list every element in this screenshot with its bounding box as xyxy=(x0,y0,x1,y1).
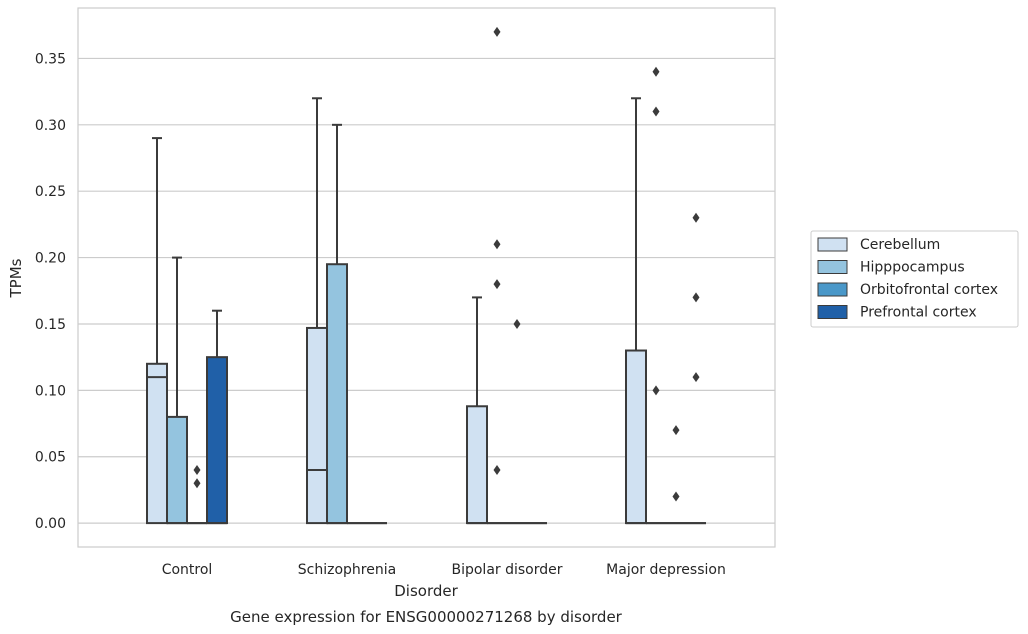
outlier-point xyxy=(672,425,680,436)
outlier-point xyxy=(692,212,700,223)
box-cerebellum xyxy=(306,97,328,525)
legend-swatch xyxy=(817,260,848,274)
y-axis-ticks: 0.00 0.05 0.10 0.15 0.20 0.25 0.30 0.35 xyxy=(35,51,66,532)
y-tick-label: 0.05 xyxy=(35,450,66,466)
box-body xyxy=(326,263,348,525)
gridlines xyxy=(78,57,775,524)
box-body xyxy=(306,326,328,525)
x-tick-label: Major depression xyxy=(606,562,726,578)
box-body xyxy=(146,362,168,525)
legend-label: Orbitofrontal cortex xyxy=(860,282,998,298)
plot-area-frame xyxy=(77,7,776,548)
box-cerebellum xyxy=(625,97,647,525)
outlier-point xyxy=(493,239,501,250)
y-tick-label: 0.10 xyxy=(35,383,66,399)
box-hipppocampus xyxy=(487,26,507,525)
box-hipppocampus xyxy=(646,66,666,525)
outlier-point xyxy=(692,292,700,303)
outlier-point xyxy=(513,318,521,329)
legend: Cerebellum Hipppocampus Orbitofrontal cort… xyxy=(810,230,1019,328)
x-tick-label: Control xyxy=(162,562,213,578)
box-hipppocampus xyxy=(166,256,188,525)
legend-label: Cerebellum xyxy=(860,237,940,253)
outlier-point xyxy=(652,106,660,117)
outlier-point xyxy=(193,478,201,489)
y-axis-title: TPMs xyxy=(7,258,25,298)
box-cerebellum xyxy=(146,137,168,525)
y-tick-label: 0.15 xyxy=(35,317,66,333)
y-tick-label: 0.00 xyxy=(35,516,66,532)
box-orbitofrontal-cortex xyxy=(666,425,686,525)
x-tick-label: Schizophrenia xyxy=(298,562,396,578)
y-tick-label: 0.35 xyxy=(35,51,66,67)
box-prefrontal-cortex xyxy=(686,212,706,525)
legend-frame xyxy=(810,230,1019,328)
box-cerebellum xyxy=(466,296,488,525)
legend-swatch xyxy=(817,305,848,319)
y-tick-label: 0.30 xyxy=(35,118,66,134)
box-body xyxy=(166,415,188,525)
box-orbitofrontal-cortex xyxy=(187,465,207,525)
outlier-point xyxy=(493,26,501,37)
box-body xyxy=(206,356,228,525)
outlier-point xyxy=(493,465,501,475)
box-groups xyxy=(146,26,706,525)
legend-label: Hipppocampus xyxy=(860,260,965,276)
outlier-point xyxy=(692,372,700,383)
x-axis-ticks: Control Schizophrenia Bipolar disorder Majo… xyxy=(162,562,726,578)
box-orbitofrontal-cortex xyxy=(507,318,527,525)
outlier-point xyxy=(193,465,201,475)
box-body xyxy=(466,405,488,525)
legend-label: Prefrontal cortex xyxy=(860,305,977,321)
outlier-point xyxy=(672,491,680,502)
x-tick-label: Bipolar disorder xyxy=(451,562,562,578)
box-hipppocampus xyxy=(326,123,348,525)
box-body xyxy=(625,349,647,525)
y-tick-label: 0.20 xyxy=(35,251,66,267)
legend-swatch xyxy=(817,237,848,252)
y-tick-label: 0.25 xyxy=(35,184,66,200)
legend-swatch xyxy=(817,282,848,297)
outlier-point xyxy=(652,66,660,77)
chart-caption: Gene expression for ENSG00000271268 by d… xyxy=(230,608,623,626)
outlier-point xyxy=(652,385,660,396)
outlier-point xyxy=(493,279,501,290)
x-axis-title: Disorder xyxy=(394,582,458,600)
box-prefrontal-cortex xyxy=(206,309,228,525)
